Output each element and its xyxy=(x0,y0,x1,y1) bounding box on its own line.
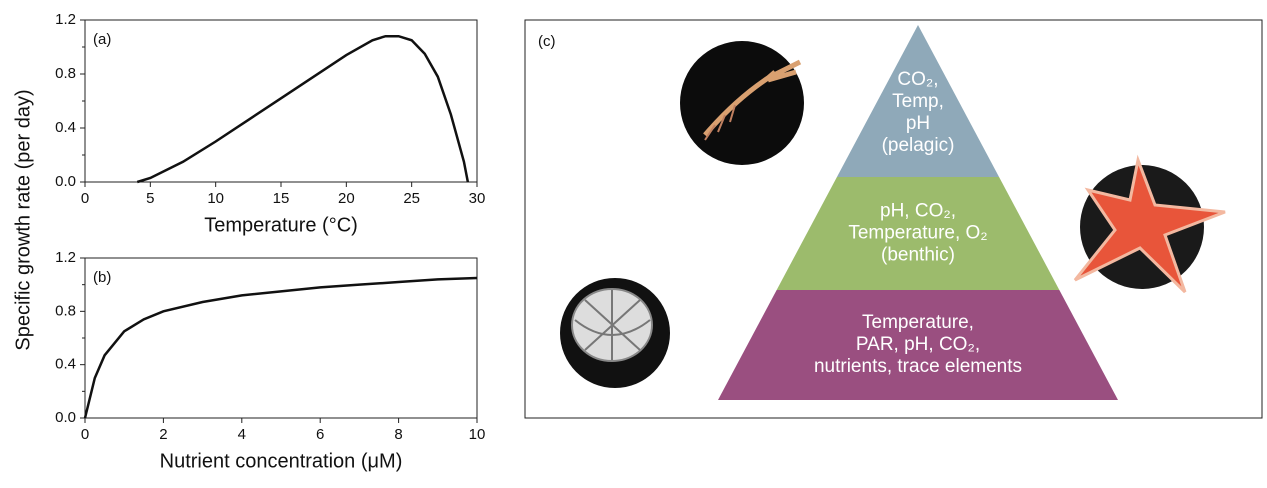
x-tick-label: 8 xyxy=(394,426,402,443)
pyramid-text: pH, CO₂, xyxy=(880,201,956,222)
y-tick-label: 1.2 xyxy=(55,249,76,266)
plot-frame xyxy=(84,19,478,183)
growth-curve xyxy=(136,34,470,184)
x-tick-label: 6 xyxy=(316,426,324,443)
x-tick-label: 0 xyxy=(81,426,89,443)
starfish-icon xyxy=(1073,154,1226,294)
y-tick-label: 0.0 xyxy=(55,409,76,426)
y-tick-label: 0.8 xyxy=(55,302,76,319)
y-tick-label: 1.2 xyxy=(55,11,76,28)
pyramid-text: Temperature, O₂ xyxy=(848,223,987,244)
panel-label: (a) xyxy=(93,31,111,48)
pyramid-text: (benthic) xyxy=(881,245,955,266)
panel-c-frame xyxy=(524,19,1263,419)
x-tick-label: 10 xyxy=(469,426,486,443)
x-tick-label: 15 xyxy=(273,190,290,207)
x-tick-label: 25 xyxy=(403,190,420,207)
y-axis-title: Specific growth rate (per day) xyxy=(12,89,34,350)
coccolith-icon xyxy=(560,278,670,388)
pyramid-level xyxy=(718,290,1118,400)
pyramid-text: nutrients, trace elements xyxy=(814,356,1022,377)
x-axis-title: Nutrient concentration (μM) xyxy=(160,450,403,472)
pyramid-text: (pelagic) xyxy=(882,135,955,156)
pyramid-text: PAR, pH, CO₂, xyxy=(856,334,980,355)
x-tick-label: 30 xyxy=(469,190,486,207)
x-tick-label: 2 xyxy=(159,426,167,443)
y-tick-label: 0.8 xyxy=(55,65,76,82)
y-tick-label: 0.4 xyxy=(55,119,76,136)
plot-frame xyxy=(84,257,478,419)
x-tick-label: 4 xyxy=(238,426,246,443)
pyramid-level xyxy=(776,177,1060,290)
panel-label: (b) xyxy=(93,269,111,286)
krill-icon xyxy=(680,41,804,165)
panel-label: (c) xyxy=(538,33,556,50)
pyramid-level xyxy=(836,25,1000,177)
y-tick-label: 0.4 xyxy=(55,356,76,373)
pyramid-text: Temp, xyxy=(892,91,944,112)
x-tick-label: 0 xyxy=(81,190,89,207)
x-tick-label: 20 xyxy=(338,190,355,207)
pyramid-text: Temperature, xyxy=(862,312,974,333)
x-axis-title: Temperature (°C) xyxy=(204,214,358,236)
x-tick-label: 5 xyxy=(146,190,154,207)
y-tick-label: 0.0 xyxy=(55,173,76,190)
x-tick-label: 10 xyxy=(207,190,224,207)
pyramid-text: CO₂, xyxy=(897,69,938,90)
growth-curve xyxy=(83,276,478,419)
pyramid-text: pH xyxy=(906,113,930,134)
